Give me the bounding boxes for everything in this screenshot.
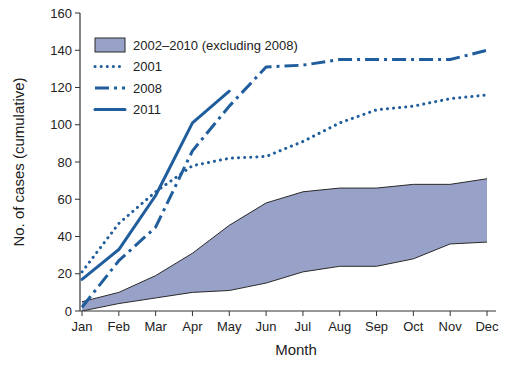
page: {"chart_data": { "type": "line", "x_labe… (0, 0, 532, 378)
y-tick (75, 273, 80, 274)
legend-swatch (95, 65, 125, 68)
x-tick (192, 311, 193, 316)
x-tick-label: Jan (72, 319, 93, 334)
legend-label: 2001 (133, 59, 162, 74)
x-tick-label: Nov (439, 319, 463, 334)
legend-label: 2008 (133, 81, 162, 96)
x-tick (229, 311, 230, 316)
x-tick-label: Apr (182, 319, 203, 334)
y-tick-label: 20 (58, 266, 72, 281)
series-line (82, 95, 487, 272)
x-tick (118, 311, 119, 316)
legend-label: 2002–2010 (excluding 2008) (133, 38, 298, 53)
series-line (82, 50, 487, 307)
chart: 0 20 40 60 80 100 120 140 160 Jan Feb Mar Apr May Jun J… (0, 0, 532, 378)
x-tick (339, 311, 340, 316)
y-tick (75, 13, 80, 14)
x-axis (80, 310, 496, 311)
x-tick (155, 311, 156, 316)
band-lower (82, 242, 487, 311)
y-tick (75, 50, 80, 51)
y-tick-label: 60 (58, 192, 72, 207)
y-tick-label: 140 (50, 43, 72, 58)
x-tick (302, 311, 303, 316)
x-tick (82, 311, 83, 316)
legend-swatch (95, 38, 125, 52)
y-tick (75, 199, 80, 200)
x-tick-label: Dec (475, 319, 499, 334)
legend-label: 2011 (133, 102, 161, 117)
legend-swatch (95, 87, 125, 90)
x-tick (376, 311, 377, 316)
x-tick-label: Sep (365, 319, 388, 334)
y-tick-label: 100 (50, 117, 72, 132)
y-tick-label: 120 (50, 80, 72, 95)
x-tick (487, 311, 488, 316)
legend-swatch (95, 108, 125, 111)
x-tick-label: May (217, 319, 242, 334)
series-line (82, 91, 229, 279)
x-tick-label: Mar (144, 319, 167, 334)
y-tick (75, 236, 80, 237)
x-tick (450, 311, 451, 316)
range-band (82, 179, 487, 311)
x-axis-label: Month (275, 341, 317, 358)
x-tick (413, 311, 414, 316)
y-tick (75, 311, 80, 312)
y-tick-label: 80 (58, 155, 72, 170)
x-tick-label: Oct (403, 319, 424, 334)
y-tick-label: 40 (58, 229, 72, 244)
y-axis-label: No. of cases (cumulative) (10, 77, 27, 246)
y-tick (75, 124, 80, 125)
y-tick (75, 162, 80, 163)
x-tick-label: Jul (295, 319, 312, 334)
x-tick (266, 311, 267, 316)
y-tick-label: 0 (65, 304, 72, 319)
y-tick-label: 160 (50, 6, 72, 21)
x-tick-label: Jun (256, 319, 277, 334)
plot-area (82, 50, 487, 311)
y-tick (75, 87, 80, 88)
x-tick-label: Aug (328, 319, 351, 334)
legend: 2002–2010 (excluding 2008) 2001 2008 2011 (95, 38, 298, 118)
x-tick-label: Feb (108, 319, 130, 334)
